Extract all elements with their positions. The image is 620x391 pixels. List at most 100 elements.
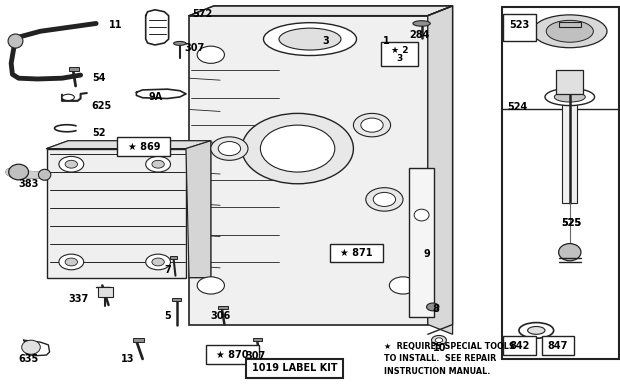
Bar	[409, 168, 434, 317]
Ellipse shape	[389, 46, 417, 63]
Ellipse shape	[427, 303, 439, 311]
Text: ★ 871: ★ 871	[340, 248, 373, 258]
Text: INSTRUCTION MANUAL.: INSTRUCTION MANUAL.	[384, 366, 491, 376]
Ellipse shape	[528, 326, 545, 334]
Ellipse shape	[389, 277, 417, 294]
Text: 54: 54	[92, 73, 105, 83]
Text: 11: 11	[108, 20, 122, 30]
Ellipse shape	[65, 258, 78, 266]
Text: 9A: 9A	[149, 92, 163, 102]
Bar	[503, 14, 536, 41]
Bar	[381, 42, 418, 66]
Text: TO INSTALL.  SEE REPAIR: TO INSTALL. SEE REPAIR	[384, 354, 497, 363]
Bar	[502, 7, 619, 359]
Ellipse shape	[519, 323, 554, 338]
Text: 635: 635	[19, 354, 39, 364]
Polygon shape	[46, 141, 211, 149]
Text: 524: 524	[507, 102, 528, 112]
Ellipse shape	[152, 160, 164, 168]
Text: 572: 572	[192, 9, 213, 19]
Text: 625: 625	[92, 100, 112, 111]
Ellipse shape	[65, 160, 78, 168]
Bar	[562, 94, 577, 203]
Bar	[206, 345, 259, 364]
Bar	[46, 149, 186, 278]
Text: 52: 52	[92, 128, 105, 138]
Text: 7: 7	[164, 265, 171, 275]
Text: ★ 869: ★ 869	[128, 142, 160, 152]
Bar	[189, 16, 428, 325]
Polygon shape	[428, 6, 453, 334]
Ellipse shape	[546, 20, 593, 42]
Text: ★  REQUIRES SPECIAL TOOLS: ★ REQUIRES SPECIAL TOOLS	[384, 341, 515, 351]
Text: ★ 870: ★ 870	[216, 350, 249, 360]
Text: 307: 307	[245, 351, 265, 361]
Text: 284: 284	[409, 30, 430, 40]
Text: 525: 525	[562, 218, 582, 228]
Text: eReplacementParts.com: eReplacementParts.com	[176, 181, 320, 194]
Text: 3: 3	[322, 36, 329, 46]
Text: 842: 842	[510, 341, 529, 351]
Ellipse shape	[59, 156, 84, 172]
Bar	[503, 336, 536, 355]
Ellipse shape	[432, 335, 446, 345]
Ellipse shape	[211, 137, 248, 160]
Text: 8: 8	[433, 304, 440, 314]
Ellipse shape	[559, 244, 581, 261]
Ellipse shape	[152, 258, 164, 266]
Ellipse shape	[545, 88, 595, 106]
Text: ★ 2: ★ 2	[391, 45, 408, 55]
Bar	[98, 287, 113, 297]
Ellipse shape	[218, 142, 241, 156]
Ellipse shape	[174, 41, 186, 45]
Bar	[246, 359, 342, 378]
Ellipse shape	[242, 113, 353, 184]
Bar	[556, 70, 583, 94]
Bar	[559, 22, 581, 27]
Text: 5: 5	[164, 310, 171, 321]
Ellipse shape	[413, 21, 430, 26]
Text: 13: 13	[121, 354, 135, 364]
Ellipse shape	[197, 277, 224, 294]
Polygon shape	[186, 141, 211, 278]
Ellipse shape	[59, 254, 84, 270]
Text: 1019 LABEL KIT: 1019 LABEL KIT	[252, 363, 337, 373]
Ellipse shape	[146, 254, 170, 270]
Ellipse shape	[373, 192, 396, 206]
Text: 523: 523	[510, 20, 529, 30]
Ellipse shape	[264, 23, 356, 56]
Ellipse shape	[435, 338, 443, 343]
Ellipse shape	[414, 209, 429, 221]
Ellipse shape	[361, 118, 383, 132]
Ellipse shape	[353, 113, 391, 137]
Ellipse shape	[62, 94, 74, 100]
Ellipse shape	[38, 169, 51, 180]
Ellipse shape	[146, 156, 170, 172]
Bar	[330, 244, 383, 262]
Text: 306: 306	[211, 310, 231, 321]
Text: 9: 9	[423, 249, 430, 259]
Text: 383: 383	[19, 179, 39, 189]
Bar	[253, 338, 262, 341]
Ellipse shape	[8, 34, 23, 48]
Ellipse shape	[260, 125, 335, 172]
Bar	[218, 306, 228, 309]
Text: 1: 1	[383, 36, 390, 46]
Ellipse shape	[279, 28, 341, 50]
Text: 3: 3	[396, 54, 402, 63]
Bar	[172, 298, 181, 301]
Ellipse shape	[9, 164, 29, 180]
Text: 525: 525	[562, 218, 582, 228]
Ellipse shape	[366, 188, 403, 211]
Bar	[69, 67, 79, 71]
Bar	[170, 256, 177, 259]
Text: 337: 337	[68, 294, 89, 304]
Ellipse shape	[554, 92, 585, 102]
Text: 10: 10	[433, 343, 446, 353]
Text: 847: 847	[548, 341, 568, 351]
Bar	[133, 338, 144, 342]
Ellipse shape	[197, 46, 224, 63]
Text: 307: 307	[185, 43, 205, 53]
Bar	[118, 137, 170, 156]
Polygon shape	[189, 6, 453, 16]
